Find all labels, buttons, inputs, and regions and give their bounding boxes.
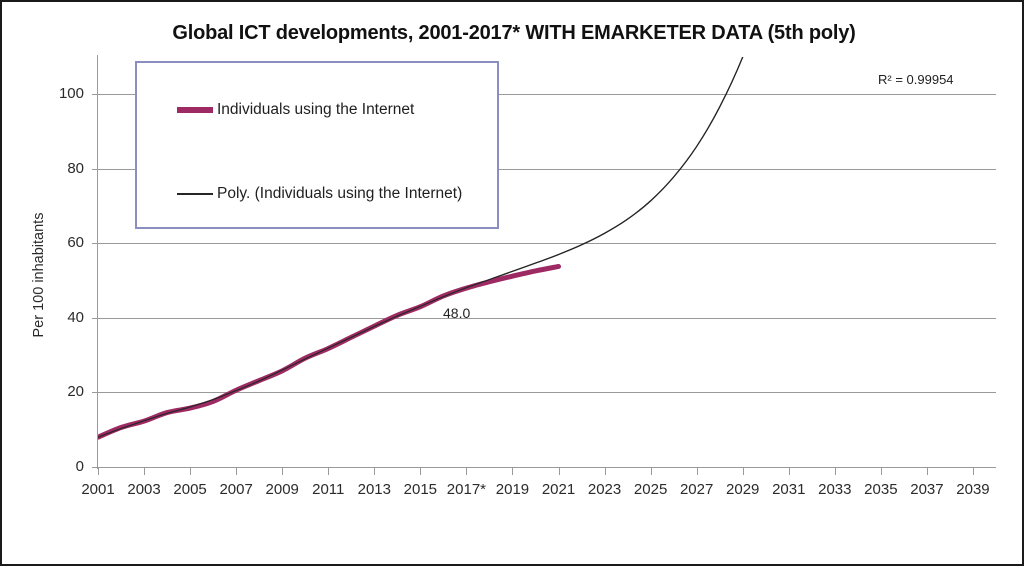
y-tick-label: 100 — [58, 85, 84, 103]
x-tick-mark — [972, 468, 974, 475]
legend-swatch-trend-icon — [177, 193, 213, 195]
data-point-label: 48.0 — [443, 305, 471, 321]
y-tick-label: 80 — [67, 159, 84, 177]
plot-area — [98, 57, 996, 468]
x-tick-mark — [328, 468, 330, 475]
x-tick-label: 2031 — [772, 481, 806, 498]
x-tick-label: 2015 — [403, 481, 438, 498]
gridline-40 — [98, 317, 996, 319]
y-tick-mark — [92, 317, 98, 319]
x-tick-label: 2013 — [357, 481, 391, 498]
x-tick-label: 2023 — [587, 481, 622, 498]
x-tick-label: 2025 — [633, 481, 668, 498]
x-tick-mark — [650, 468, 652, 475]
x-tick-label: 2021 — [541, 481, 576, 498]
x-tick-mark — [466, 468, 468, 475]
gridline-80 — [98, 168, 996, 170]
y-axis-title: Per 100 inhabitants — [31, 212, 47, 338]
series-trend-overlay-path — [98, 0, 766, 437]
legend-item-trendline[interactable]: Poly. (Individuals using the Internet) — [177, 185, 462, 203]
y-tick-mark — [92, 392, 98, 394]
x-tick-label: 2011 — [312, 481, 345, 498]
legend-label-series: Individuals using the Internet — [217, 101, 415, 118]
y-tick-mark — [92, 94, 98, 96]
x-tick-mark — [190, 468, 192, 475]
y-tick-label: 0 — [75, 458, 84, 475]
x-tick-mark — [696, 468, 698, 475]
gridline-20 — [98, 392, 996, 394]
x-tick-label: 2005 — [173, 481, 207, 498]
x-tick-label: 2027 — [679, 481, 714, 498]
chart-title: Global ICT developments, 2001-2017* WITH… — [172, 22, 856, 44]
x-tick-mark — [98, 468, 99, 475]
gridline-0 — [98, 467, 996, 468]
x-tick-label: 2035 — [864, 481, 898, 498]
y-axis-line — [97, 55, 98, 469]
x-tick-mark — [834, 468, 836, 475]
y-tick-mark — [92, 243, 98, 245]
y-tick-label: 40 — [67, 308, 84, 326]
x-tick-mark — [788, 468, 790, 475]
gridline-60 — [98, 243, 996, 245]
x-tick-mark — [926, 468, 928, 475]
x-tick-mark — [604, 468, 606, 475]
legend-item-series[interactable]: Individuals using the Internet — [177, 101, 414, 119]
y-tick-label: 60 — [67, 234, 84, 252]
x-tick-mark — [144, 468, 146, 475]
x-tick-label: 2017* — [446, 481, 487, 498]
legend-label-trendline: Poly. (Individuals using the Internet) — [217, 185, 463, 202]
y-tick-mark — [92, 168, 98, 170]
x-tick-mark — [558, 468, 560, 475]
x-tick-mark — [236, 468, 238, 475]
x-tick-label: 2033 — [818, 481, 852, 498]
x-tick-label: 2019 — [495, 481, 530, 498]
x-tick-mark — [880, 468, 882, 475]
x-tick-mark — [742, 468, 744, 475]
y-tick-label: 20 — [67, 383, 84, 401]
x-tick-mark — [282, 468, 284, 475]
r-squared-annotation: R² = 0.99954 — [878, 72, 954, 87]
y-tick-mark — [92, 467, 98, 468]
x-tick-mark — [420, 468, 422, 475]
x-tick-mark — [374, 468, 376, 475]
x-tick-label: 2007 — [219, 481, 253, 498]
x-tick-label: 2039 — [956, 481, 990, 498]
x-tick-label: 2009 — [265, 481, 299, 498]
legend: Individuals using the Internet Poly. (In… — [135, 61, 499, 229]
gridline-100 — [98, 94, 996, 96]
legend-swatch-series-icon — [177, 107, 213, 113]
x-tick-label: 2037 — [910, 481, 944, 498]
x-tick-mark — [512, 468, 514, 475]
series-plot — [98, 57, 996, 467]
x-tick-label: 2003 — [127, 481, 161, 498]
r-squared-text: R² = 0.99954 — [878, 72, 954, 87]
x-tick-label: 2029 — [726, 481, 760, 498]
series-line-path — [98, 266, 559, 437]
x-tick-label: 2001 — [81, 481, 115, 498]
